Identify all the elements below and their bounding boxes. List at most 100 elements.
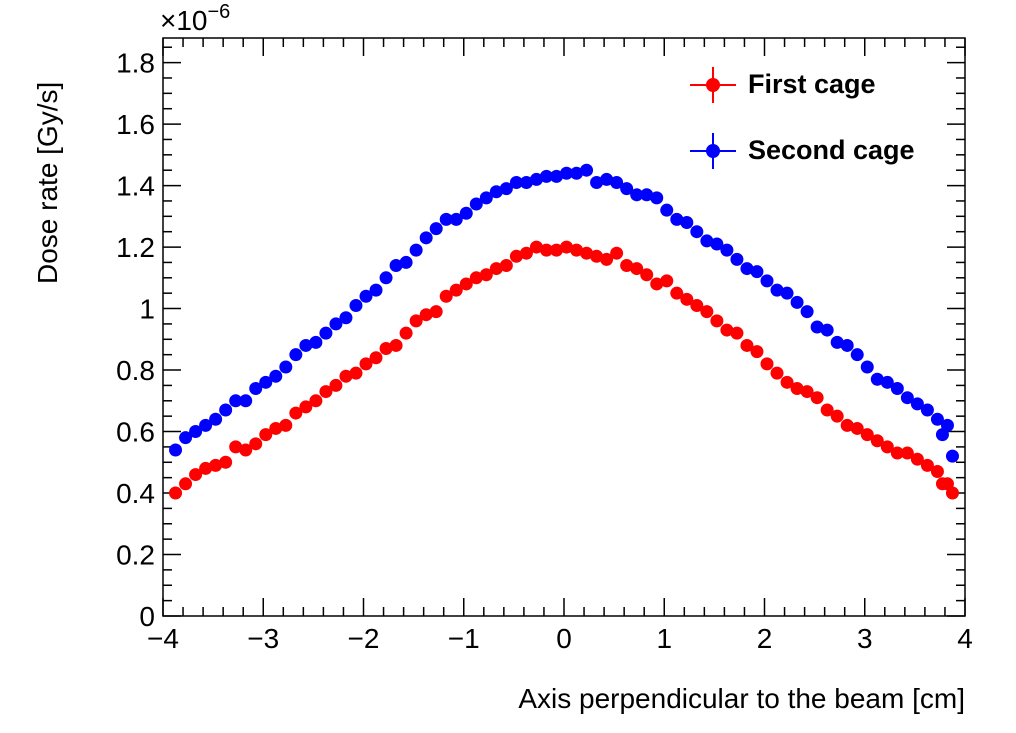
data-point [660, 274, 674, 288]
data-point [850, 348, 864, 362]
data-point [930, 412, 944, 426]
data-point [660, 203, 674, 217]
data-point [580, 163, 594, 177]
data-point [409, 243, 423, 257]
data-point [945, 449, 959, 463]
x-tick-label: 1 [656, 623, 672, 654]
data-point [439, 212, 453, 226]
data-point [780, 375, 794, 389]
data-point [590, 176, 604, 189]
data-point [529, 240, 543, 254]
x-tick-label: 2 [757, 623, 773, 654]
data-point [359, 289, 373, 303]
data-point [359, 357, 373, 371]
data-point [670, 286, 684, 300]
data-point [780, 286, 794, 300]
data-point [945, 486, 959, 500]
y-tick-label: 0.8 [116, 355, 155, 386]
data-point [539, 169, 553, 183]
data-point [479, 268, 493, 282]
data-point [309, 335, 323, 349]
plot-border [162, 37, 966, 617]
data-point [279, 360, 293, 374]
data-point [620, 182, 634, 196]
data-point [499, 259, 513, 273]
data-point [570, 243, 584, 257]
series-first-cage [169, 240, 959, 500]
data-point [459, 277, 473, 291]
data-point [379, 342, 393, 356]
x-tick-label: 0 [556, 623, 572, 654]
data-point [429, 305, 443, 319]
data-point [830, 409, 844, 423]
x-tick-label: 4 [957, 623, 973, 654]
data-point [860, 428, 874, 442]
data-point [640, 268, 654, 282]
data-point [299, 338, 313, 352]
data-point [519, 246, 533, 260]
data-point [389, 259, 403, 273]
series-second-cage [169, 163, 959, 463]
data-point [409, 314, 423, 328]
data-point [239, 394, 253, 408]
data-point [209, 458, 223, 472]
data-point [369, 351, 383, 365]
y-tick-label: 0.2 [116, 540, 155, 571]
x-tick-label: 3 [857, 623, 873, 654]
data-point [610, 176, 624, 189]
data-point [289, 348, 303, 362]
data-point [935, 477, 949, 491]
data-point [269, 369, 283, 383]
data-point [700, 305, 714, 319]
data-point [670, 212, 684, 226]
data-point [600, 172, 614, 186]
legend-marker-first-cage [706, 78, 720, 92]
data-point [249, 437, 263, 451]
data-points [169, 163, 959, 500]
data-point [750, 265, 764, 279]
data-point [930, 465, 944, 478]
data-point [499, 182, 513, 196]
data-point [750, 345, 764, 359]
data-point [339, 369, 353, 383]
data-point [419, 308, 433, 322]
data-point [680, 292, 694, 306]
data-point [339, 311, 353, 325]
data-point [369, 283, 383, 297]
data-point [820, 403, 834, 417]
data-point [539, 243, 553, 257]
data-point [329, 378, 343, 392]
data-point [900, 446, 914, 460]
y-tick-label: 1.2 [116, 232, 155, 263]
data-point [229, 440, 243, 454]
data-point [870, 372, 884, 386]
y-tick-label: 0.6 [116, 417, 155, 448]
y-tick-label: 1.4 [116, 171, 155, 202]
data-point [890, 446, 904, 460]
data-point [760, 357, 774, 371]
data-point [840, 338, 854, 352]
data-point [920, 403, 934, 417]
data-point [880, 440, 894, 454]
data-point [900, 391, 914, 405]
data-point [810, 320, 824, 334]
data-point [469, 271, 483, 285]
data-point [259, 428, 273, 442]
data-point [419, 231, 433, 245]
data-point [890, 381, 904, 395]
data-point [199, 418, 213, 432]
y-tick-label: 0 [139, 601, 155, 632]
data-point [219, 403, 233, 417]
data-point [760, 274, 774, 288]
data-point [720, 323, 734, 337]
data-point [389, 338, 403, 352]
data-point [600, 252, 614, 266]
data-point [489, 262, 503, 276]
legend-entry-first-cage: First cage [690, 67, 876, 103]
legend-label-second-cage: Second cage [748, 135, 915, 165]
data-point [399, 326, 413, 340]
data-point [189, 425, 203, 439]
data-point [289, 406, 303, 420]
data-point [650, 191, 664, 205]
